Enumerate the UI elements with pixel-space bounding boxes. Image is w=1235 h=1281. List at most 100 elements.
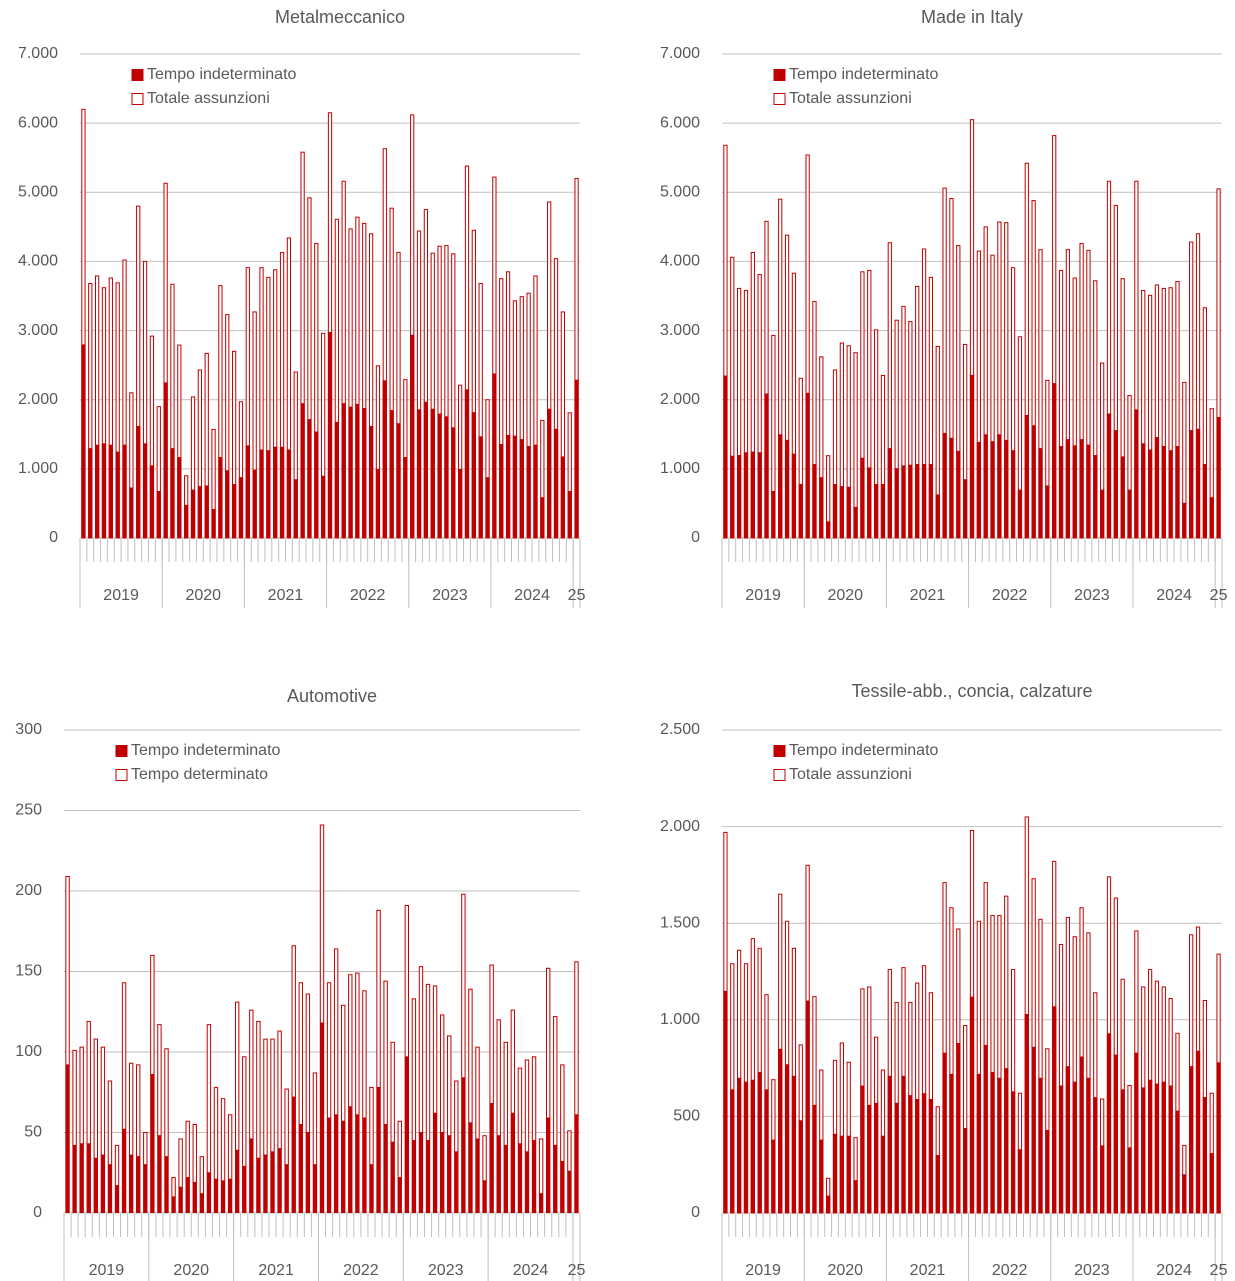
bar xyxy=(390,1041,395,1143)
y-tick-label: 1.000 xyxy=(660,1011,700,1028)
bar xyxy=(1100,489,1105,538)
bar xyxy=(375,468,381,538)
group-label: 2023 xyxy=(432,587,468,604)
bar xyxy=(784,1064,790,1213)
legend-swatch xyxy=(131,93,144,105)
bar xyxy=(319,824,325,1024)
bar xyxy=(1100,1145,1105,1213)
bar xyxy=(220,1180,226,1213)
bar xyxy=(1120,1089,1125,1213)
bar xyxy=(1168,1085,1173,1213)
bar xyxy=(546,967,551,1119)
legend-swatch xyxy=(773,745,786,757)
bar xyxy=(307,419,312,538)
bar xyxy=(143,1132,148,1166)
bar xyxy=(355,1114,360,1213)
bar xyxy=(411,1140,417,1213)
bar xyxy=(121,982,127,1130)
y-tick-label: 4.000 xyxy=(660,253,700,270)
bar xyxy=(291,1097,296,1213)
bar xyxy=(1065,439,1071,538)
bar xyxy=(969,374,975,538)
legend-label: Totale assunzioni xyxy=(147,90,270,107)
bar xyxy=(256,1020,261,1159)
bar xyxy=(560,456,565,538)
bar xyxy=(430,408,435,538)
bar xyxy=(805,392,810,538)
bar xyxy=(1154,1083,1160,1213)
bar xyxy=(115,451,120,538)
legend-swatch xyxy=(773,69,786,81)
bar xyxy=(341,1004,346,1122)
y-tick-label: 200 xyxy=(15,882,42,899)
bar xyxy=(411,998,417,1142)
bar xyxy=(284,1088,289,1166)
bar xyxy=(231,484,237,538)
bar xyxy=(519,439,524,538)
bar xyxy=(245,445,250,538)
y-tick-label: 2.500 xyxy=(660,721,700,738)
bar xyxy=(567,1130,572,1172)
bar xyxy=(832,1133,838,1213)
bar xyxy=(178,1187,183,1213)
bar xyxy=(447,1135,452,1213)
bar xyxy=(319,1023,325,1213)
bar xyxy=(277,1030,282,1150)
bar xyxy=(348,1106,353,1213)
bar xyxy=(482,1180,487,1213)
bar xyxy=(334,421,339,538)
bar xyxy=(326,982,332,1119)
bar xyxy=(489,1103,494,1213)
bar xyxy=(860,1085,865,1213)
bar xyxy=(81,344,86,538)
y-tick-label: 500 xyxy=(673,1108,700,1125)
bar xyxy=(425,983,431,1142)
bar xyxy=(908,464,913,538)
bar xyxy=(567,1171,572,1213)
bar xyxy=(524,1151,530,1213)
bar xyxy=(163,382,168,538)
y-tick-label: 6.000 xyxy=(18,114,58,131)
bar xyxy=(197,486,202,538)
bar xyxy=(341,1121,346,1213)
bar xyxy=(376,909,381,1088)
bar xyxy=(935,494,940,538)
y-tick-label: 150 xyxy=(15,963,42,980)
bar xyxy=(1079,1056,1084,1213)
bar xyxy=(418,966,424,1133)
group-label: 2021 xyxy=(910,1262,946,1279)
legend-swatch xyxy=(115,769,128,781)
bar xyxy=(1058,446,1064,538)
bar xyxy=(805,1000,810,1213)
bar xyxy=(750,451,755,538)
bar xyxy=(997,434,1002,538)
bar xyxy=(156,490,161,538)
bar xyxy=(496,1019,501,1137)
bar xyxy=(956,450,961,538)
bar xyxy=(512,435,518,538)
bar xyxy=(496,1135,501,1213)
bar xyxy=(553,428,559,538)
bar xyxy=(915,464,920,538)
bar xyxy=(880,484,886,538)
bar xyxy=(503,1041,508,1146)
bar xyxy=(1031,1046,1036,1213)
bar xyxy=(454,1080,459,1153)
bar xyxy=(928,464,934,538)
bar xyxy=(942,432,947,538)
bar xyxy=(1195,428,1201,538)
bar xyxy=(389,410,394,538)
bar xyxy=(157,1024,162,1137)
bar xyxy=(447,1035,452,1137)
bar xyxy=(730,1089,735,1213)
group-label: 2024 xyxy=(514,587,550,604)
y-tick-label: 7.000 xyxy=(18,45,58,62)
bar xyxy=(321,475,326,538)
bar xyxy=(1065,1066,1071,1213)
group-label: 2022 xyxy=(343,1262,379,1279)
bar xyxy=(404,904,410,1058)
group-label: 2019 xyxy=(745,587,781,604)
bar xyxy=(418,1132,424,1213)
bar xyxy=(468,1122,473,1213)
bar xyxy=(220,1098,226,1182)
